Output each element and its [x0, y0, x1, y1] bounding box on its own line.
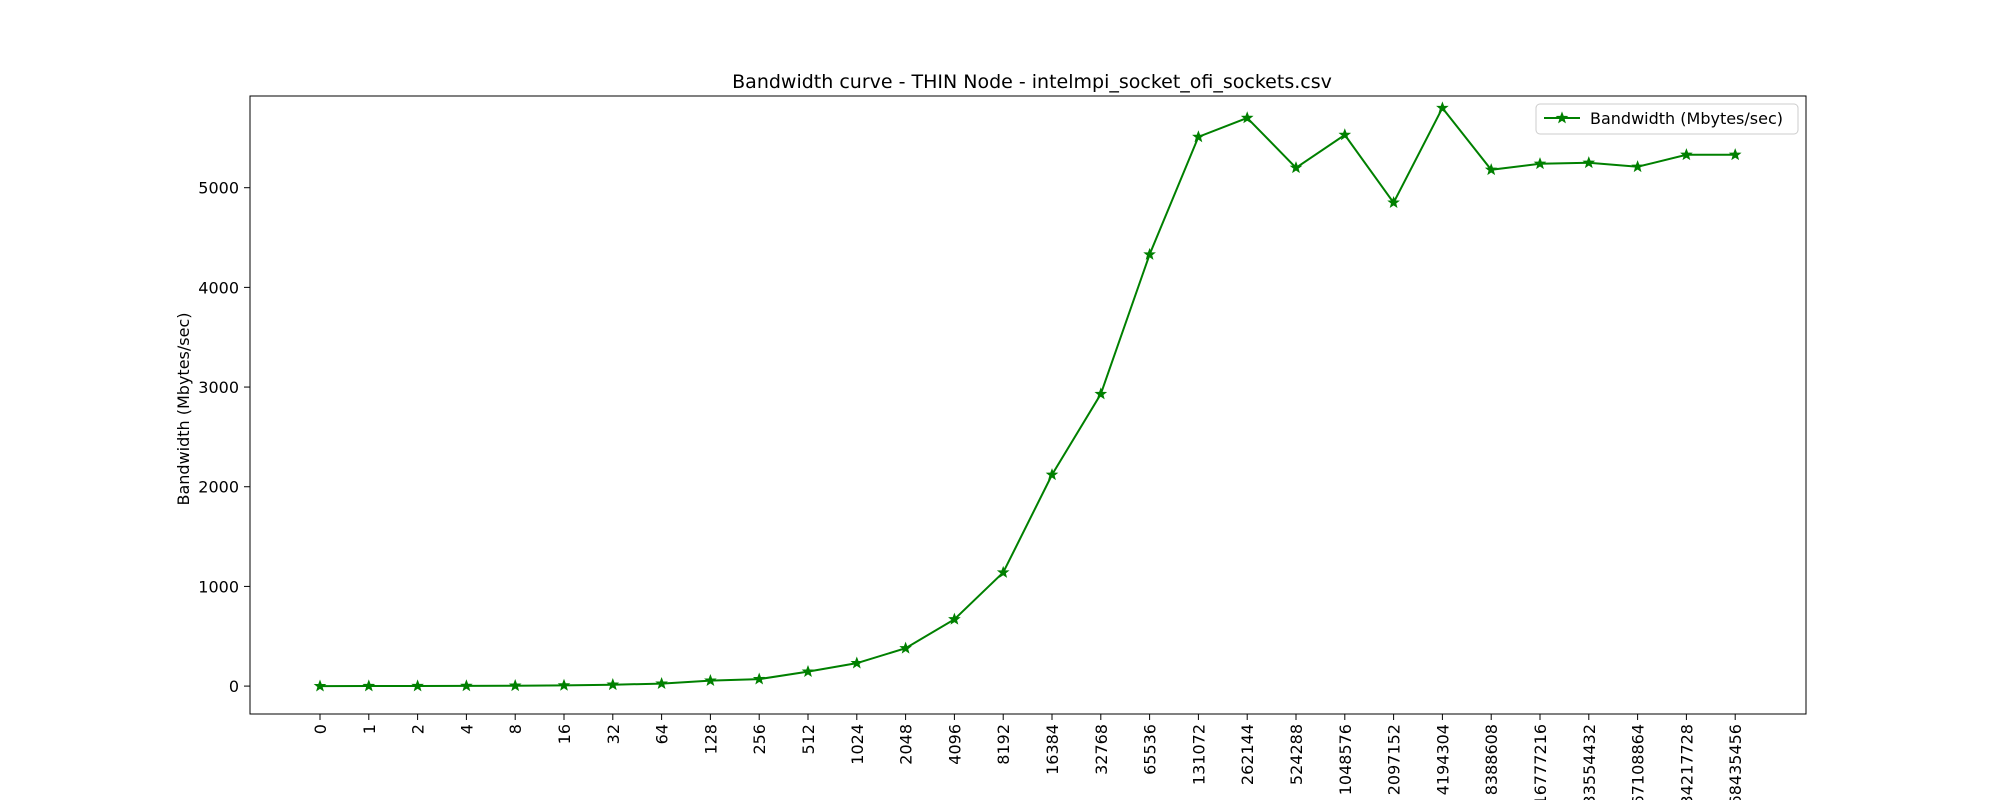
data-point: [313, 679, 327, 692]
x-tick-label: 128: [701, 724, 720, 755]
data-point: [801, 664, 815, 678]
data-point: [1484, 163, 1498, 176]
x-tick-label: 512: [799, 724, 818, 755]
x-tick-label: 67108864: [1629, 724, 1648, 800]
data-point: [362, 679, 376, 692]
x-tick-label: 4096: [945, 724, 964, 765]
data-point: [606, 678, 620, 691]
x-tick-label: 16384: [1043, 724, 1062, 775]
x-axis: 0 1 2 4 8 16 32 64 128 256 512 1024 2048 4096 8192 1638…: [311, 714, 1745, 800]
data-point: [996, 565, 1010, 578]
y-tick-label: 3000: [198, 378, 239, 397]
x-tick-label: 1048576: [1336, 724, 1355, 795]
data-point: [1631, 160, 1644, 173]
data-point: [1289, 161, 1303, 174]
y-axis-label: Bandwidth (Mbytes/sec): [174, 313, 193, 506]
x-tick-label: 134217728: [1677, 724, 1696, 800]
series-line: [319, 106, 1736, 688]
data-point: [948, 612, 961, 625]
data-point: [557, 678, 571, 691]
x-tick-label: 16: [555, 724, 574, 744]
x-tick-label: 131072: [1189, 724, 1208, 785]
y-tick-label: 2000: [198, 478, 239, 497]
plot-area: [249, 95, 1807, 715]
y-axis: 0 1000 2000 3000 4000 5000: [198, 179, 250, 696]
x-tick-label: 262144: [1238, 724, 1257, 785]
data-point: [1387, 196, 1400, 209]
data-point: [1680, 148, 1693, 161]
y-tick-label: 1000: [198, 577, 239, 596]
x-tick-label: 256: [750, 724, 769, 755]
x-tick-label: 8192: [994, 724, 1013, 765]
x-tick-label: 8: [506, 724, 525, 734]
x-tick-label: 32768: [1092, 724, 1111, 775]
data-point: [704, 673, 717, 686]
y-tick-label: 4000: [198, 278, 239, 297]
legend: Bandwidth (Mbytes/sec): [1535, 103, 1799, 135]
x-tick-label: 65536: [1141, 724, 1160, 775]
x-tick-label: 2: [409, 724, 428, 734]
legend-box: [1535, 103, 1799, 135]
data-point: [752, 672, 766, 685]
x-tick-label: 0: [311, 724, 330, 734]
data-point: [1143, 247, 1156, 260]
data-point: [1582, 156, 1596, 169]
data-point: [850, 656, 864, 669]
data-point: [411, 679, 424, 692]
x-tick-label: 33554432: [1580, 724, 1599, 800]
x-tick-label: 1024: [848, 724, 867, 765]
x-tick-label: 268435456: [1726, 724, 1745, 800]
x-tick-label: 524288: [1287, 724, 1306, 785]
y-tick-label: 0: [229, 677, 239, 696]
data-point: [508, 679, 522, 692]
data-point: [899, 641, 912, 654]
x-tick-label: 64: [653, 724, 672, 744]
legend-marker: [1555, 111, 1569, 124]
data-point: [1192, 130, 1205, 143]
plot-frame: [249, 95, 1807, 715]
x-tick-label: 2097152: [1385, 724, 1404, 795]
data-point: [1533, 157, 1547, 170]
data-point: [1728, 148, 1742, 161]
series-layer: [313, 101, 1742, 692]
chart-title: Bandwidth curve - THIN Node - intelmpi_s…: [732, 71, 1332, 93]
x-tick-label: 2048: [897, 724, 916, 765]
x-tick-label: 8388608: [1482, 724, 1501, 795]
data-point: [655, 676, 668, 689]
x-tick-label: 16777216: [1531, 724, 1550, 800]
data-point: [1338, 128, 1352, 141]
data-point: [1045, 468, 1059, 481]
x-tick-label: 4194304: [1433, 724, 1452, 795]
x-tick-label: 1: [360, 724, 379, 734]
data-point: [460, 679, 473, 692]
data-point: [1240, 111, 1254, 124]
x-tick-label: 4: [457, 724, 476, 734]
y-tick-label: 5000: [198, 179, 239, 198]
legend-label: Bandwidth (Mbytes/sec): [1590, 109, 1783, 128]
data-point: [1094, 387, 1108, 400]
x-tick-label: 32: [604, 724, 623, 744]
data-point: [1436, 101, 1449, 114]
